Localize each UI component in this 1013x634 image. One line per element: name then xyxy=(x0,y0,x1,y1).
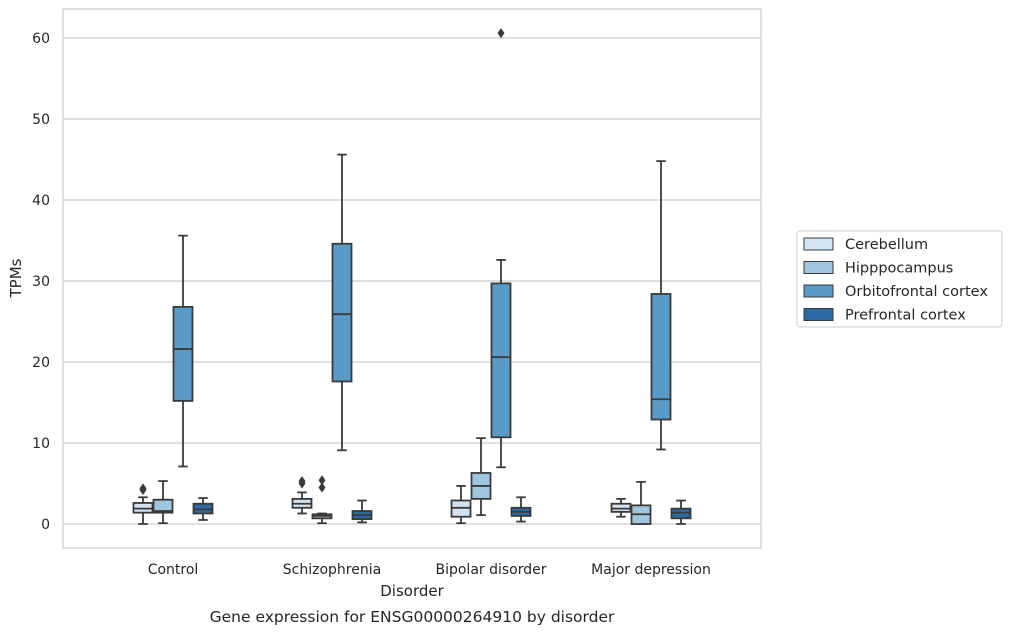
box-iqr xyxy=(650,293,672,421)
box-iqr xyxy=(152,498,174,514)
plot-frame xyxy=(62,8,762,549)
x-tick-label: Control xyxy=(148,562,199,578)
outlier-point xyxy=(318,482,326,493)
box-prefrontal-cortex xyxy=(670,499,692,525)
box-cerebellum xyxy=(610,497,632,518)
legend: Cerebellum Hipppocampus Orbitofrontal cort… xyxy=(796,230,1003,328)
outlier-point xyxy=(298,476,306,487)
legend-frame xyxy=(796,230,1003,328)
legend-swatch xyxy=(803,261,834,274)
figure-caption: Gene expression for ENSG00000264910 by d… xyxy=(210,608,615,626)
box-prefrontal-cortex xyxy=(510,496,532,523)
box-cerebellum xyxy=(132,483,154,525)
box-iqr xyxy=(331,242,353,383)
y-tick-label: 0 xyxy=(41,517,50,533)
box-cerebellum xyxy=(291,476,313,515)
legend-swatch xyxy=(803,284,834,298)
box-orbitofrontal-cortex xyxy=(172,234,194,468)
y-tick-label: 60 xyxy=(32,31,50,47)
box-orbitofrontal-cortex xyxy=(490,28,512,469)
box-cerebellum xyxy=(450,485,472,525)
box-hipppocampus xyxy=(470,437,492,516)
box-iqr xyxy=(490,282,512,439)
legend-entry-label: Prefrontal cortex xyxy=(845,308,966,324)
outlier-point xyxy=(318,475,326,486)
x-axis-label: Disorder xyxy=(380,582,444,600)
gridlines xyxy=(63,37,761,525)
box-iqr xyxy=(172,306,194,402)
legend-entry-label: Cerebellum xyxy=(845,237,928,253)
box-orbitofrontal-cortex xyxy=(650,160,672,451)
x-tick-labels: Control Schizophrenia Bipolar disorder Majo… xyxy=(148,562,711,578)
y-axis-label: TPMs xyxy=(7,258,25,298)
legend-entry-label: Orbitofrontal cortex xyxy=(845,284,988,300)
outlier-point xyxy=(497,28,505,39)
y-tick-label: 30 xyxy=(32,274,50,290)
y-tick-label: 20 xyxy=(32,355,50,371)
box-orbitofrontal-cortex xyxy=(331,153,353,452)
box-marks xyxy=(132,28,692,525)
legend-swatch xyxy=(803,237,834,251)
legend-entry-label: Hipppocampus xyxy=(845,261,953,277)
box-hipppocampus xyxy=(630,480,652,525)
x-tick-label: Bipolar disorder xyxy=(435,562,546,578)
box-hipppocampus xyxy=(311,475,333,525)
legend-swatch xyxy=(803,308,834,321)
x-tick-label: Schizophrenia xyxy=(283,562,381,578)
box-hipppocampus xyxy=(152,480,174,525)
x-tick-label: Major depression xyxy=(591,562,711,578)
y-tick-label: 40 xyxy=(32,193,50,209)
y-tick-labels: 0 10 20 30 40 50 60 xyxy=(32,31,50,533)
y-tick-label: 10 xyxy=(32,436,50,452)
outlier-point xyxy=(139,483,147,494)
box-prefrontal-cortex xyxy=(351,499,373,524)
box-prefrontal-cortex xyxy=(192,497,214,521)
y-tick-label: 50 xyxy=(32,112,50,128)
